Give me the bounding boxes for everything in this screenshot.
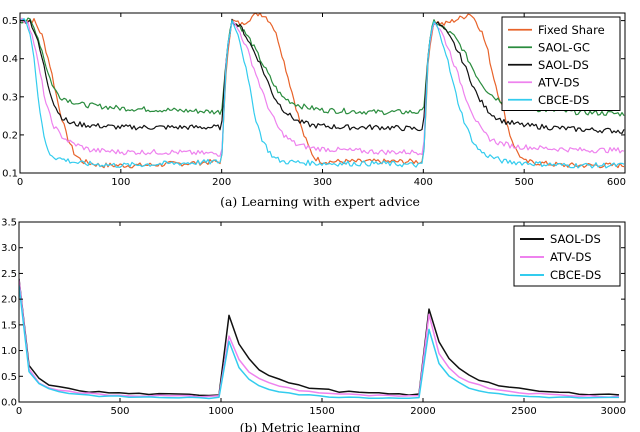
x-tick-label: 0 [16, 406, 22, 417]
legend-label: ATV-DS [550, 250, 592, 264]
series-line-cbce-ds [20, 18, 625, 169]
x-tick-label: 2500 [511, 406, 536, 417]
panel-a: 0 100 200 300 400 500 600 0.1 0.2 0.3 0.4 0.5 Fixed … [2, 12, 626, 209]
series-line-cbce-ds [19, 285, 619, 400]
x-tick-label: 1000 [208, 406, 233, 417]
x-tick-label: 0 [17, 177, 23, 188]
legend-label: SAOL-GC [538, 40, 590, 54]
y-tick-label: 0.5 [2, 16, 18, 27]
y-tick-label: 1.0 [1, 346, 17, 357]
y-tick-label: 0.0 [1, 398, 17, 409]
series-lines [20, 13, 625, 169]
legend-label: SAOL-DS [538, 58, 589, 72]
legend: SAOL-DS ATV-DS CBCE-DS [513, 225, 621, 287]
series-line-saol-ds [19, 278, 620, 397]
legend-label: ATV-DS [538, 75, 580, 89]
panel-caption: (b) Metric learning [240, 420, 361, 432]
y-tick-label: 3.0 [1, 243, 17, 254]
y-tick-label: 0.3 [2, 92, 18, 103]
legend: Fixed Share SAOL-GC SAOL-DS ATV-DS CBCE-DS [501, 16, 621, 111]
series-line-saol-ds [20, 18, 625, 134]
legend-label: Fixed Share [538, 23, 605, 37]
x-tick-label: 100 [111, 177, 130, 188]
panel-caption: (a) Learning with expert advice [220, 194, 420, 209]
x-tick-label: 1500 [309, 406, 334, 417]
x-tick-label: 600 [607, 177, 626, 188]
y-tick-label: 0.2 [2, 130, 18, 141]
x-tick-label: 400 [414, 177, 433, 188]
x-tick-label: 2000 [410, 406, 435, 417]
legend-label: SAOL-DS [550, 232, 601, 246]
series-lines [19, 278, 620, 400]
panel-b: 0 500 1000 1500 2000 2500 3000 0.0 0.5 1.0 1.5 2.0 2… [1, 218, 626, 432]
series-line-atv-ds [20, 17, 625, 157]
legend-label: CBCE-DS [538, 93, 589, 107]
y-tick-label: 1.5 [1, 320, 17, 331]
y-tick-label: 2.5 [1, 269, 17, 280]
y-tick-label: 0.1 [2, 169, 18, 180]
y-tick-label: 3.5 [1, 218, 17, 229]
x-tick-label: 200 [212, 177, 231, 188]
y-tick-label: 0.4 [2, 54, 18, 65]
series-line-fixed-share [20, 13, 625, 169]
legend-label: CBCE-DS [550, 268, 601, 282]
y-tick-label: 0.5 [1, 372, 17, 383]
y-tick-label: 2.0 [1, 295, 17, 306]
x-tick-label: 500 [110, 406, 129, 417]
x-tick-label: 3000 [601, 406, 626, 417]
x-tick-label: 300 [313, 177, 332, 188]
x-tick-label: 500 [515, 177, 534, 188]
series-line-atv-ds [19, 279, 620, 398]
